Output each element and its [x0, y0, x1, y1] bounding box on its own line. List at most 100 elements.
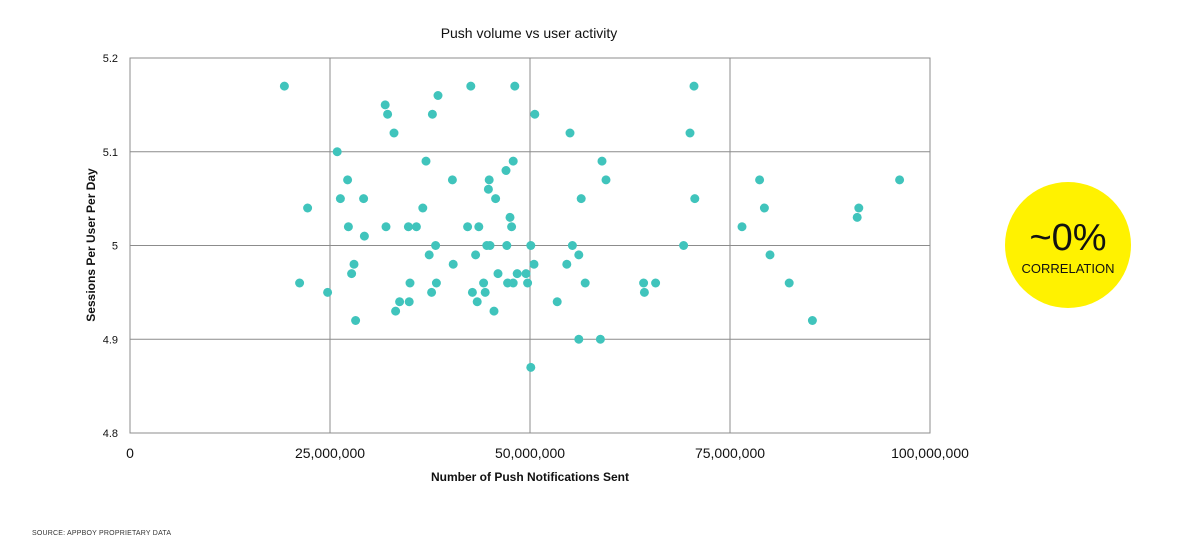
data-point: [651, 278, 661, 288]
data-point: [595, 334, 605, 344]
data-point: [349, 259, 359, 269]
correlation-label: CORRELATION: [1022, 261, 1115, 276]
data-point: [380, 100, 390, 110]
data-point: [765, 250, 775, 260]
data-point: [852, 212, 862, 222]
data-point: [471, 250, 481, 260]
data-point: [431, 278, 441, 288]
data-point: [431, 241, 441, 250]
data-point: [567, 241, 577, 250]
y-tick-label: 5.1: [103, 147, 118, 159]
data-point: [493, 269, 503, 279]
data-point: [279, 81, 289, 91]
data-point: [359, 231, 369, 241]
data-point: [491, 194, 501, 204]
data-point: [601, 175, 611, 185]
data-point: [467, 287, 477, 297]
data-point: [427, 109, 437, 119]
data-point: [479, 278, 489, 288]
data-point: [405, 278, 415, 288]
x-tick-label: 50,000,000: [495, 445, 565, 461]
data-point: [484, 175, 494, 185]
data-point: [508, 156, 518, 166]
data-point: [418, 203, 428, 213]
data-point: [303, 203, 313, 213]
data-point: [427, 287, 437, 297]
data-point: [359, 194, 369, 204]
x-tick-label: 0: [126, 445, 134, 461]
data-point: [424, 250, 434, 260]
x-axis-ticks: 0 25,000,000 50,000,000 75,000,000 100,000,0…: [126, 445, 969, 461]
y-axis-title: Sessions Per User Per Day: [84, 168, 98, 322]
data-point: [512, 269, 522, 279]
data-point: [391, 306, 401, 316]
x-tick-label: 100,000,000: [891, 445, 969, 461]
data-point: [574, 334, 584, 344]
x-axis-title: Number of Push Notifications Sent: [431, 470, 629, 484]
data-point: [433, 91, 443, 100]
data-point: [389, 128, 399, 138]
data-point: [807, 316, 817, 325]
data-point: [483, 184, 493, 194]
data-point: [523, 278, 533, 288]
data-point: [737, 222, 747, 232]
data-point: [526, 241, 536, 250]
data-point: [295, 278, 305, 288]
data-point: [576, 194, 586, 204]
data-point: [679, 241, 689, 250]
data-point: [448, 259, 458, 269]
data-point: [580, 278, 590, 288]
y-tick-label: 4.8: [103, 428, 118, 440]
data-point: [351, 316, 361, 325]
data-point: [466, 81, 476, 91]
data-point: [565, 128, 575, 138]
data-point: [447, 175, 457, 185]
data-point: [685, 128, 695, 138]
x-tick-label: 75,000,000: [695, 445, 765, 461]
data-point: [474, 222, 484, 232]
data-point: [521, 269, 531, 279]
data-point: [759, 203, 769, 213]
data-point: [639, 278, 649, 288]
data-point: [404, 297, 414, 307]
data-point: [526, 362, 536, 372]
data-point: [755, 175, 765, 185]
data-point: [489, 306, 499, 316]
correlation-value: ~0%: [1029, 217, 1106, 259]
data-point: [335, 194, 345, 204]
data-point: [343, 175, 353, 185]
data-point: [895, 175, 905, 185]
data-point: [383, 109, 393, 119]
y-tick-label: 5: [112, 241, 118, 253]
correlation-badge-circle: [1005, 182, 1131, 308]
data-point: [381, 222, 391, 232]
data-point: [597, 156, 607, 166]
data-point: [508, 278, 518, 288]
data-point: [505, 212, 515, 222]
data-points: [279, 81, 905, 372]
data-point: [530, 109, 540, 119]
data-point: [403, 222, 413, 232]
data-point: [411, 222, 421, 232]
data-point: [784, 278, 794, 288]
data-point: [501, 166, 511, 175]
data-point: [529, 259, 539, 269]
y-tick-label: 4.9: [103, 334, 118, 346]
data-point: [347, 269, 357, 279]
data-point: [395, 297, 405, 307]
correlation-badge: ~0% CORRELATION: [1005, 182, 1131, 308]
data-point: [562, 259, 572, 269]
data-point: [510, 81, 520, 91]
data-point: [507, 222, 517, 232]
y-tick-label: 5.2: [103, 53, 118, 65]
data-point: [480, 287, 490, 297]
data-point: [552, 297, 562, 307]
data-point: [689, 81, 699, 91]
data-point: [639, 287, 649, 297]
data-point: [332, 147, 342, 157]
source-note: SOURCE: APPBOY PROPRIETARY DATA: [32, 530, 171, 537]
data-point: [854, 203, 864, 213]
data-point: [574, 250, 584, 260]
data-point: [690, 194, 700, 204]
